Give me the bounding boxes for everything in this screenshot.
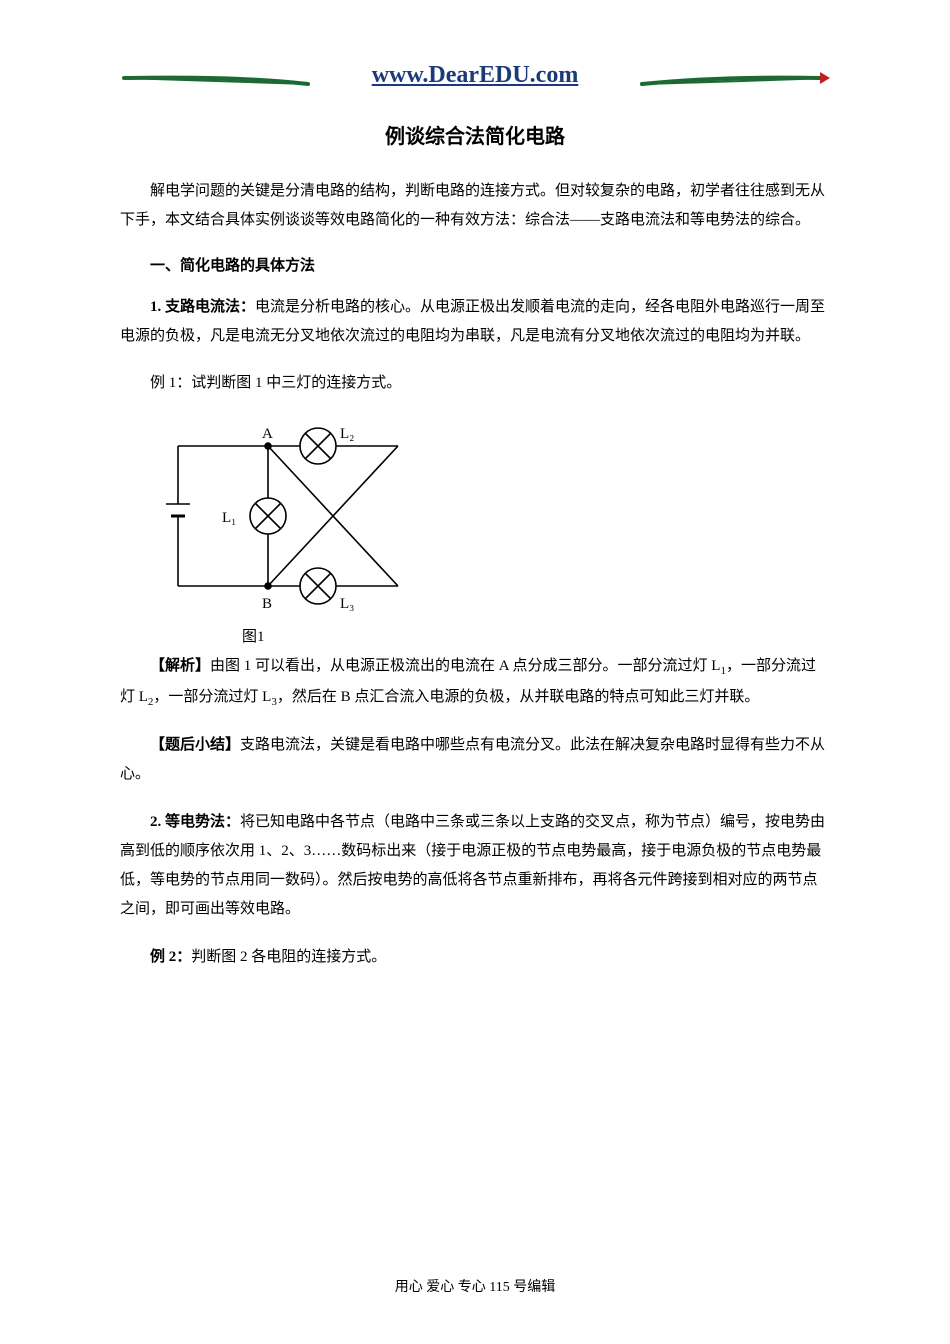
label-L3: L₃ [340,596,354,612]
circuit-diagram-1: A B L₁ L₂ L₃ [158,416,418,616]
method-1-label: 1. 支路电流法： [150,299,255,315]
banner-url-text: www.DearEDU.com [120,62,830,89]
analysis-body-4: ，然后在 B 点汇合流入电源的负极，从并联电路的特点可知此三灯并联。 [277,689,760,705]
page-footer: 用心 爱心 专心 115 号编辑 [0,1276,950,1296]
example-2-intro: 例 2：判断图 2 各电阻的连接方式。 [120,943,830,972]
method-2-paragraph: 2. 等电势法：将已知电路中各节点（电路中三条或三条以上支路的交叉点，称为节点）… [120,808,830,925]
site-banner: www.DearEDU.com [120,60,830,96]
example-2-body: 判断图 2 各电阻的连接方式。 [191,949,386,965]
label-L1: L₁ [222,510,236,526]
example-1-intro: 例 1：试判断图 1 中三灯的连接方式。 [120,369,830,398]
analysis-body-3: ，一部分流过灯 L [153,689,271,705]
analysis-paragraph: 【解析】由图 1 可以看出，从电源正极流出的电流在 A 点分成三部分。一部分流过… [120,652,830,713]
example-2-label: 例 2： [150,949,191,965]
label-B: B [262,596,272,612]
figure-1-caption: 图1 [158,625,830,646]
section-1-heading: 一、简化电路的具体方法 [120,254,830,275]
method-2-label: 2. 等电势法： [150,814,240,830]
summary-label: 【题后小结】 [150,737,240,753]
summary-paragraph: 【题后小结】支路电流法，关键是看电路中哪些点有电流分叉。此法在解决复杂电路时显得… [120,731,830,790]
method-1-paragraph: 1. 支路电流法：电流是分析电路的核心。从电源正极出发顺着电流的走向，经各电阻外… [120,293,830,352]
document-title: 例谈综合法简化电路 [120,120,830,149]
figure-1: A B L₁ L₂ L₃ 图1 [158,416,830,646]
label-A: A [262,426,273,442]
intro-paragraph: 解电学问题的关键是分清电路的结构，判断电路的连接方式。但对较复杂的电路，初学者往… [120,177,830,236]
analysis-label: 【解析】 [150,658,210,674]
analysis-body-1: 由图 1 可以看出，从电源正极流出的电流在 A 点分成三部分。一部分流过灯 L [210,658,720,674]
document-page: www.DearEDU.com 例谈综合法简化电路 解电学问题的关键是分清电路的… [0,0,950,1344]
label-L2: L₂ [340,426,354,442]
